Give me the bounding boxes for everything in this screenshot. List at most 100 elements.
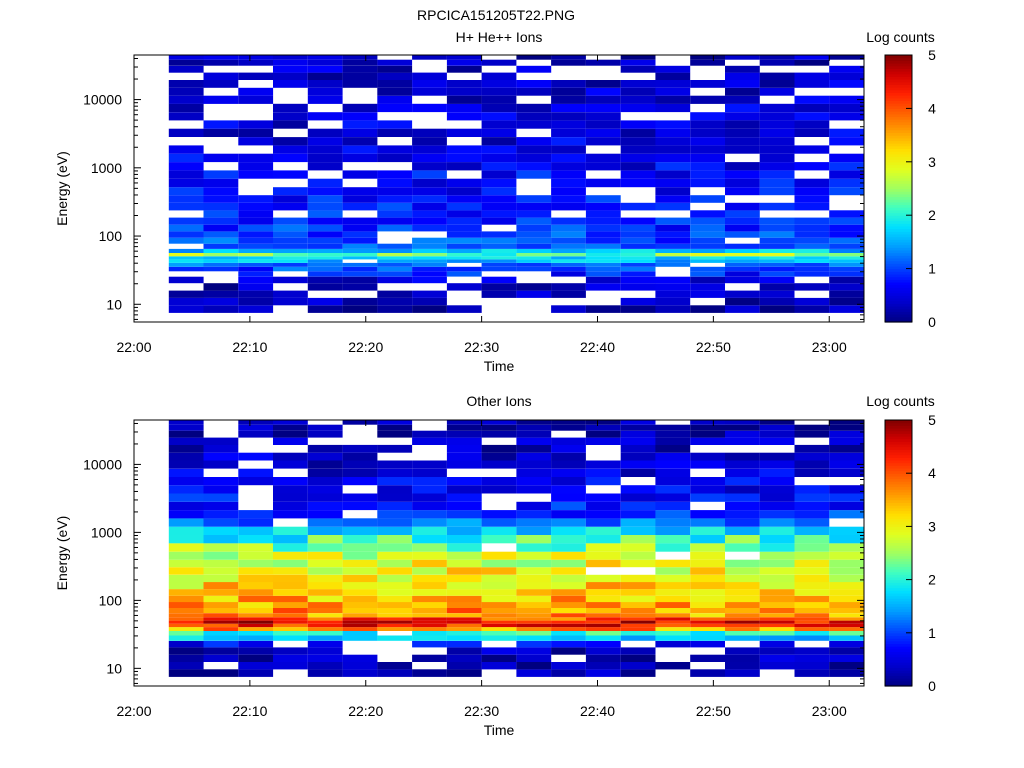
heatmap-cell bbox=[759, 613, 795, 618]
heatmap-cell bbox=[238, 256, 274, 260]
heatmap-cell bbox=[725, 55, 760, 60]
heatmap-cell bbox=[273, 662, 308, 670]
heatmap-cell bbox=[307, 259, 343, 263]
heatmap-cell bbox=[794, 128, 830, 137]
heatmap-cell bbox=[759, 468, 795, 477]
y-tick-label: 10 bbox=[106, 660, 122, 676]
heatmap-cell bbox=[516, 589, 552, 596]
heatmap-cell bbox=[238, 559, 274, 568]
heatmap-cell bbox=[759, 424, 795, 431]
colorbar-swatch bbox=[885, 177, 912, 182]
colorbar-swatch bbox=[885, 151, 912, 155]
heatmap-cell bbox=[307, 55, 343, 60]
heatmap-cell bbox=[273, 237, 308, 244]
heatmap-cell bbox=[481, 120, 517, 129]
heatmap-cell bbox=[690, 305, 725, 313]
heatmap-cell bbox=[516, 631, 552, 636]
heatmap-cell bbox=[307, 59, 343, 66]
heatmap-cell bbox=[725, 80, 760, 88]
heatmap-cell bbox=[238, 72, 274, 80]
heatmap-cell bbox=[690, 589, 725, 596]
colorbar-swatch bbox=[885, 680, 912, 684]
colorbar-swatch bbox=[885, 73, 912, 77]
heatmap-cell bbox=[342, 669, 378, 677]
heatmap-cell bbox=[829, 256, 864, 260]
heatmap-cell bbox=[551, 526, 586, 535]
colorbar-swatch bbox=[885, 263, 912, 267]
heatmap-cell bbox=[412, 297, 447, 306]
colorbar-swatch bbox=[885, 555, 912, 559]
heatmap-cell bbox=[168, 231, 204, 238]
heatmap-cell bbox=[725, 162, 760, 171]
heatmap-cell bbox=[690, 617, 725, 621]
heatmap-cell bbox=[481, 202, 517, 211]
heatmap-cell bbox=[273, 567, 308, 575]
heatmap-cell bbox=[690, 420, 725, 425]
heatmap-cell bbox=[690, 574, 725, 583]
heatmap-cell bbox=[620, 460, 656, 469]
colorbar-swatch bbox=[885, 473, 912, 477]
heatmap-cell bbox=[307, 501, 343, 511]
heatmap-cell bbox=[238, 647, 274, 655]
heatmap-cell bbox=[446, 535, 482, 544]
heatmap-cell bbox=[342, 276, 378, 284]
heatmap-cell bbox=[446, 95, 482, 104]
heatmap-cell bbox=[620, 543, 656, 552]
heatmap-cell bbox=[203, 477, 239, 486]
colorbar-swatch bbox=[885, 308, 912, 312]
heatmap-cell bbox=[620, 669, 656, 677]
heatmap-cell bbox=[203, 95, 239, 104]
colorbar-swatch bbox=[885, 659, 912, 663]
heatmap-cell bbox=[655, 187, 691, 196]
heatmap-cell bbox=[585, 627, 621, 631]
heatmap-cell bbox=[342, 256, 378, 260]
heatmap-cell bbox=[725, 243, 760, 249]
heatmap-cell bbox=[377, 210, 413, 218]
colorbar-swatch bbox=[885, 79, 912, 83]
heatmap-cell bbox=[446, 608, 482, 614]
heatmap-cell bbox=[446, 589, 482, 596]
heatmap-cell bbox=[203, 460, 239, 469]
heatmap-cell bbox=[794, 567, 830, 575]
heatmap-cell bbox=[203, 243, 239, 249]
heatmap-cell bbox=[168, 595, 204, 603]
heatmap-cell bbox=[690, 437, 725, 445]
heatmap-cell bbox=[551, 253, 586, 257]
heatmap-cell bbox=[446, 501, 482, 511]
colorbar-swatch bbox=[885, 590, 912, 594]
y-axis-label: Energy (eV) bbox=[54, 151, 70, 226]
heatmap-cell bbox=[620, 430, 656, 438]
heatmap-cell bbox=[551, 224, 586, 232]
heatmap-cell bbox=[620, 627, 656, 631]
heatmap-cell bbox=[377, 170, 413, 179]
heatmap-cell bbox=[794, 262, 830, 267]
heatmap-cell bbox=[725, 662, 760, 670]
heatmap-cell bbox=[516, 87, 552, 96]
heatmap-cell bbox=[168, 128, 204, 137]
heatmap-cell bbox=[690, 224, 725, 232]
heatmap-cell bbox=[168, 510, 204, 519]
heatmap-cell bbox=[377, 617, 413, 621]
heatmap-cell bbox=[725, 231, 760, 238]
heatmap-cell bbox=[551, 103, 586, 113]
heatmap-cell bbox=[307, 654, 343, 662]
heatmap-cell bbox=[307, 602, 343, 608]
heatmap-cell bbox=[307, 276, 343, 284]
heatmap-cell bbox=[342, 217, 378, 225]
heatmap-cell bbox=[829, 231, 864, 238]
heatmap-cell bbox=[759, 430, 795, 438]
colorbar-swatch bbox=[885, 143, 912, 147]
heatmap-cell bbox=[620, 80, 656, 88]
heatmap-cell bbox=[551, 574, 586, 583]
heatmap-cell bbox=[168, 253, 204, 257]
heatmap-cell bbox=[481, 283, 517, 291]
heatmap-cell bbox=[307, 187, 343, 196]
heatmap-cell bbox=[759, 112, 795, 121]
heatmap-cell bbox=[585, 510, 621, 519]
heatmap-cell bbox=[342, 80, 378, 88]
colorbar-swatch bbox=[885, 97, 912, 101]
heatmap-cell bbox=[620, 237, 656, 244]
heatmap-cell bbox=[481, 460, 517, 469]
heatmap-cell bbox=[690, 248, 725, 253]
heatmap-cell bbox=[481, 276, 517, 284]
